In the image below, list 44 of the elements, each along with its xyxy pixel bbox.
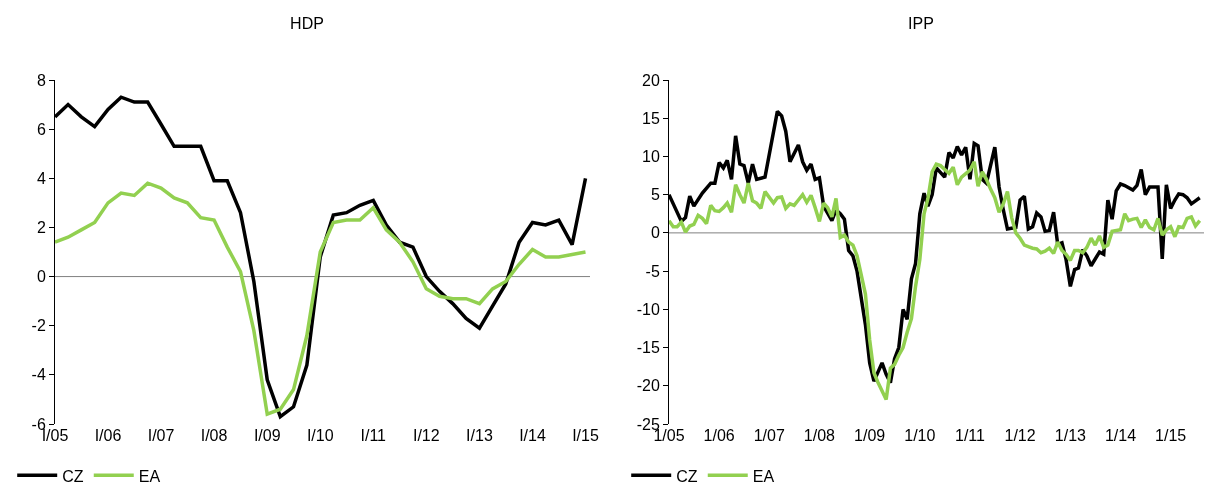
x-tick-label: I/11 [360, 427, 387, 444]
y-tick-label: 6 [36, 120, 46, 138]
legend-label: CZ [62, 467, 84, 485]
line-series [55, 181, 588, 416]
x-tick-label: I/06 [94, 427, 122, 444]
y-tick-label: 5 [650, 186, 660, 204]
x-tick-label: I/10 [306, 427, 334, 444]
legend-label: EA [752, 467, 775, 485]
y-tick-label: -5 [645, 262, 660, 280]
y-tick-label: 15 [642, 109, 660, 127]
y-tick-label: 8 [36, 71, 46, 89]
x-tick-label: 1/10 [904, 427, 936, 444]
x-tick-label: I/12 [412, 427, 440, 444]
x-tick-label: 1/15 [1155, 427, 1187, 444]
y-tick-label: 0 [650, 224, 660, 242]
x-tick-label: I/08 [200, 427, 228, 444]
y-tick-label: 4 [36, 169, 46, 187]
y-tick-label: 20 [642, 71, 660, 89]
x-tick-label: I/14 [519, 427, 546, 444]
y-tick-label: -10 [636, 300, 660, 318]
y-tick-label: 2 [36, 219, 46, 237]
y-tick-label: 10 [642, 148, 660, 166]
x-tick-label: 1/09 [854, 427, 886, 444]
x-tick-label: 1/12 [1004, 427, 1036, 444]
chart-title: HDP [290, 14, 324, 32]
x-tick-label: 1/14 [1104, 427, 1137, 444]
legend-label: CZ [676, 467, 698, 485]
x-tick-label: 1/06 [703, 427, 735, 444]
x-tick-label: 1/13 [1054, 427, 1087, 444]
x-tick-label: 1/11 [954, 427, 986, 444]
legend-label: EA [138, 467, 161, 485]
x-tick-label: I/09 [253, 427, 281, 444]
y-tick-label: -15 [636, 339, 660, 357]
line-series [669, 160, 1202, 402]
y-tick-label: -4 [31, 366, 46, 384]
x-tick-label: I/15 [572, 427, 599, 444]
x-tick-label: 1/08 [803, 427, 836, 444]
x-tick-label: 1/07 [753, 427, 785, 444]
y-tick-label: 0 [36, 268, 46, 286]
x-tick-label: I/07 [147, 427, 175, 444]
chart-title: IPP [908, 14, 934, 32]
y-tick-label: -20 [636, 377, 660, 395]
y-tick-label: -2 [31, 317, 46, 335]
x-tick-label: I/13 [466, 427, 493, 444]
